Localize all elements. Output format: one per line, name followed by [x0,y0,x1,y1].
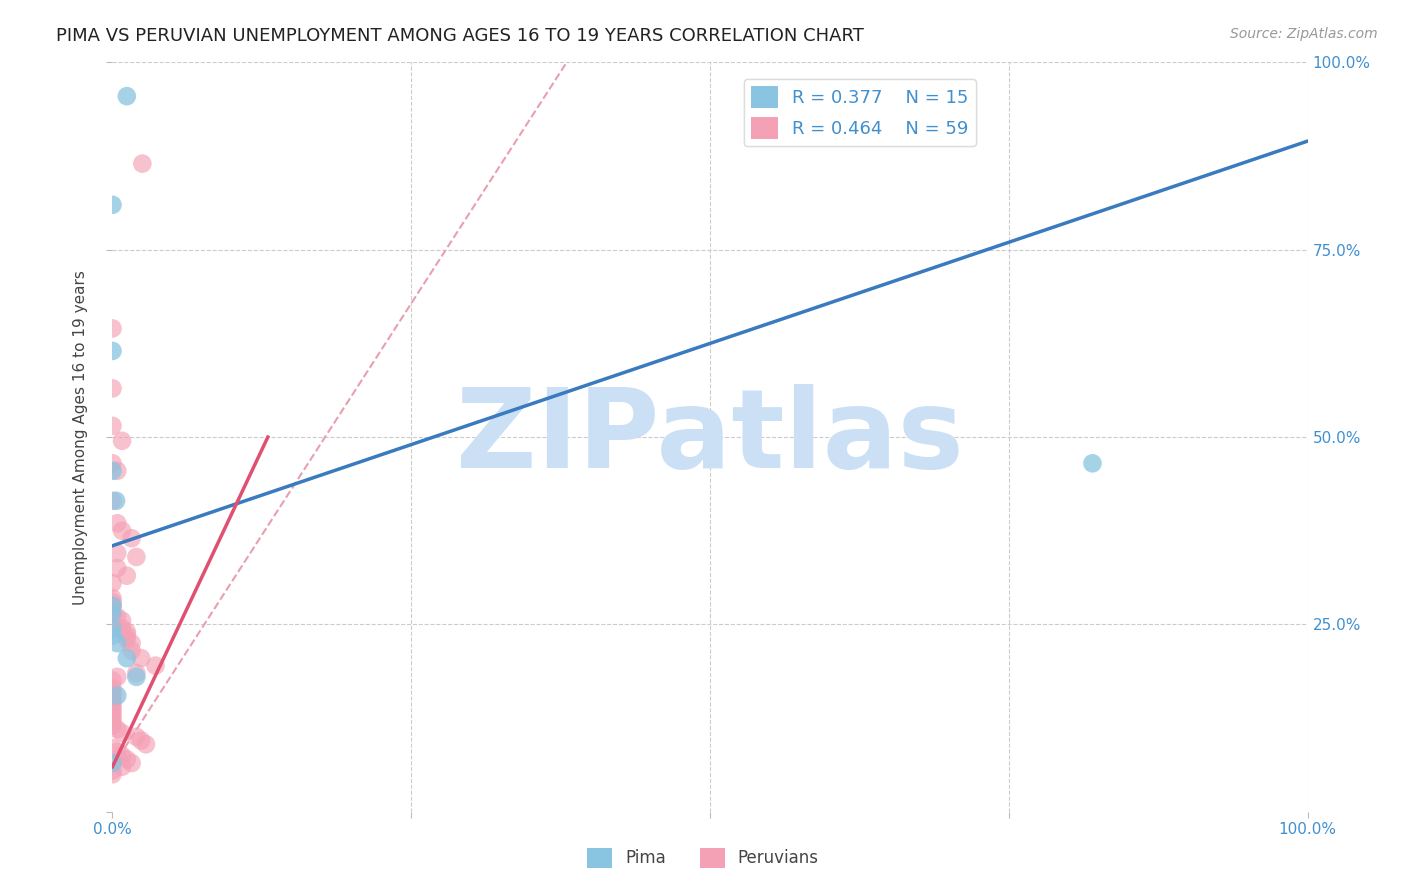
Point [101,599,124,613]
Point [129,733,152,747]
Text: Source: ZipAtlas.com: Source: ZipAtlas.com [1230,27,1378,41]
Point [101,198,124,212]
Point [105,610,128,624]
Point [121,756,143,770]
Point [105,516,128,531]
Point [125,670,148,684]
Point [101,343,124,358]
Point [105,493,128,508]
Point [101,576,124,591]
Legend: Pima, Peruvians: Pima, Peruvians [581,841,825,875]
Point [111,726,134,740]
Point [101,681,124,695]
Point [101,595,124,609]
Y-axis label: Unemployment Among Ages 16 to 19 years: Unemployment Among Ages 16 to 19 years [73,269,89,605]
Point [101,741,124,756]
Point [121,531,143,545]
Point [115,568,138,582]
Point [101,591,124,606]
Point [115,624,138,639]
Point [101,321,124,335]
Point [101,673,124,688]
Point [101,456,124,470]
Point [125,666,148,681]
Point [111,621,134,635]
Point [101,696,124,710]
Point [101,767,124,781]
Legend: R = 0.377    N = 15, R = 0.464    N = 59: R = 0.377 N = 15, R = 0.464 N = 59 [744,79,976,146]
Point [101,707,124,722]
Point [101,714,124,729]
Point [101,606,124,620]
Point [111,748,134,763]
Point [115,632,138,647]
Text: ZIPatlas: ZIPatlas [456,384,965,491]
Point [125,549,148,564]
Point [101,718,124,732]
Point [115,651,138,665]
Point [105,689,128,703]
Point [121,643,143,657]
Point [105,723,128,737]
Point [105,745,128,759]
Point [101,711,124,725]
Point [111,524,134,538]
Point [111,760,134,774]
Point [101,764,124,778]
Point [101,629,124,643]
Point [105,464,128,478]
Point [105,636,128,650]
Point [1081,456,1104,470]
Point [111,434,134,448]
Point [105,546,128,560]
Point [115,629,138,643]
Point [131,156,153,170]
Point [115,89,138,103]
Point [101,704,124,718]
Point [105,670,128,684]
Point [101,756,124,770]
Point [121,636,143,650]
Point [105,561,128,575]
Point [101,493,124,508]
Point [125,730,148,744]
Point [101,418,124,433]
Point [101,599,124,613]
Point [101,685,124,699]
Point [135,737,157,751]
Point [129,651,152,665]
Point [111,614,134,628]
Point [101,464,124,478]
Point [101,617,124,632]
Text: PIMA VS PERUVIAN UNEMPLOYMENT AMONG AGES 16 TO 19 YEARS CORRELATION CHART: PIMA VS PERUVIAN UNEMPLOYMENT AMONG AGES… [56,27,865,45]
Point [101,692,124,706]
Point [101,606,124,620]
Point [101,621,124,635]
Point [101,699,124,714]
Point [101,381,124,395]
Point [101,689,124,703]
Point [101,599,124,613]
Point [145,658,167,673]
Point [115,752,138,766]
